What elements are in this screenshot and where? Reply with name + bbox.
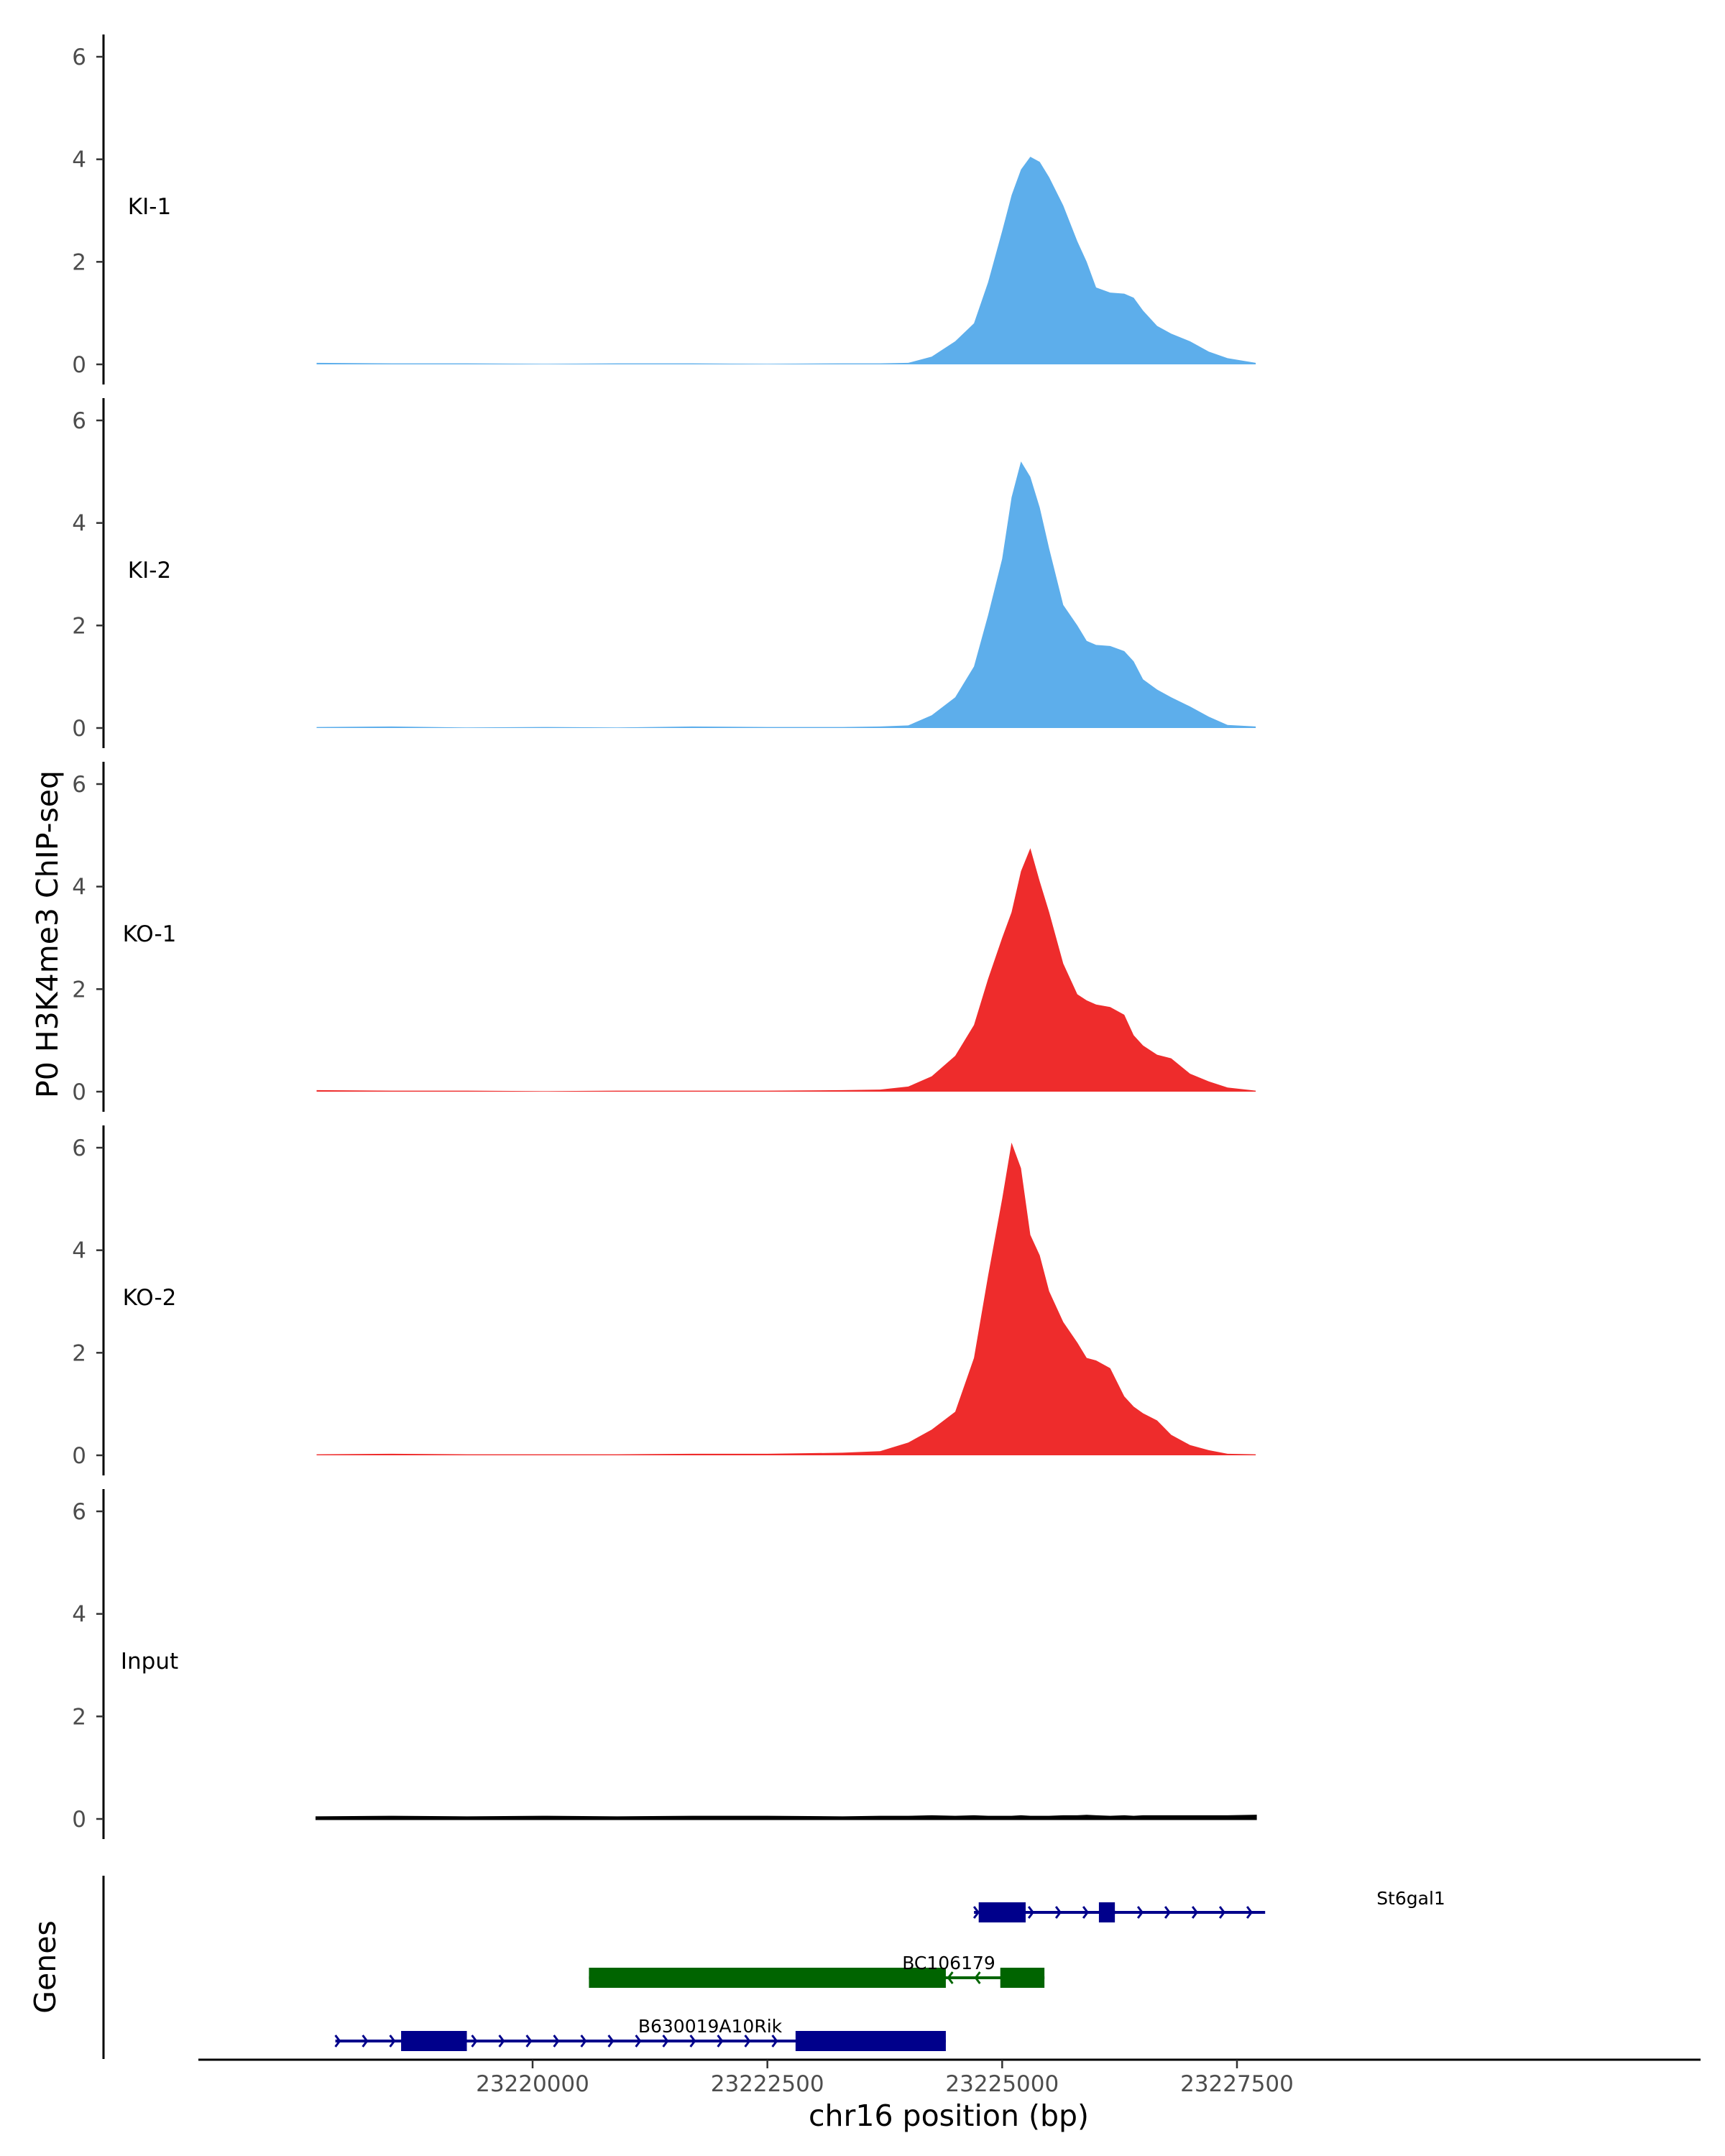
y-tick-label: 4 xyxy=(72,147,86,173)
strand-arrow xyxy=(553,2035,560,2047)
strand-arrow xyxy=(635,2035,642,2047)
y-tick-label: 6 xyxy=(72,45,86,70)
gene-label: St6gal1 xyxy=(1376,1888,1445,1909)
coverage-area xyxy=(316,1815,1257,1820)
y-tick-label: 2 xyxy=(72,249,86,275)
track-label: KO-2 xyxy=(123,1285,177,1311)
strand-arrow xyxy=(947,1971,954,1984)
gene-bc106179: BC106179 xyxy=(589,1953,1045,1988)
y-tick-label: 2 xyxy=(72,613,86,639)
y-tick-label: 4 xyxy=(72,875,86,900)
x-tick-label: 23222500 xyxy=(711,2071,824,2097)
gene-label: B630019A10Rik xyxy=(638,2016,783,2037)
y-tick-label: 0 xyxy=(72,1443,86,1469)
y-tick-label: 6 xyxy=(72,772,86,798)
strand-arrow xyxy=(1218,1906,1226,1919)
strand-arrow xyxy=(362,2035,369,2047)
gene-annotation-track: St6gal1 BC106179 B630019A10Rik xyxy=(102,1876,1445,2059)
track-ko-1: 0 2 4 6 KO-1 xyxy=(72,762,1256,1112)
gene-exon xyxy=(401,2031,467,2051)
strand-arrow xyxy=(744,2035,751,2047)
strand-arrow xyxy=(498,2035,505,2047)
track-input: 0 2 4 6 Input xyxy=(72,1489,1257,1839)
strand-arrow xyxy=(580,2035,587,2047)
x-axis: 23220000 23222500 23225000 23227500 xyxy=(198,2058,1701,2097)
y-tick-label: 0 xyxy=(72,1807,86,1833)
strand-arrow xyxy=(607,2035,615,2047)
strand-arrow xyxy=(974,1971,981,1984)
strand-arrow xyxy=(1191,1906,1199,1919)
gene-b630019a10rik: B630019A10Rik xyxy=(334,2016,946,2051)
coverage-tracks: 0 2 4 6 KI-1 0 2 4 6 KI-2 0 2 4 6 KO-1 0 2 4 6 KO-2 0 2 4 6 Inpu… xyxy=(72,34,1257,1839)
y-tick-label: 0 xyxy=(72,1079,86,1105)
track-ki-1: 0 2 4 6 KI-1 xyxy=(72,34,1256,384)
strand-arrow xyxy=(1164,1906,1172,1919)
x-tick-label: 23220000 xyxy=(476,2071,589,2097)
strand-arrow xyxy=(717,2035,724,2047)
gene-label: BC106179 xyxy=(902,1953,995,1973)
coverage-area xyxy=(316,461,1256,728)
gene-exon xyxy=(978,1902,1026,1922)
track-label: KI-1 xyxy=(128,194,171,220)
strand-arrow xyxy=(771,2035,778,2047)
strand-arrow xyxy=(1246,1906,1254,1919)
strand-arrow xyxy=(334,2035,341,2047)
strand-arrow xyxy=(389,2035,396,2047)
y-tick-label: 4 xyxy=(72,511,86,537)
strand-arrow xyxy=(1136,1906,1144,1919)
gene-exon xyxy=(1098,1902,1116,1922)
track-label: KI-2 xyxy=(128,558,171,584)
y-tick-label: 2 xyxy=(72,977,86,1003)
strand-arrow xyxy=(1054,1906,1062,1919)
y-tick-label: 6 xyxy=(72,408,86,434)
strand-arrow xyxy=(525,2035,533,2047)
gene-st6gal1: St6gal1 xyxy=(972,1888,1445,1922)
y-tick-label: 0 xyxy=(72,352,86,378)
strand-arrow xyxy=(1082,1906,1090,1919)
y-tick-label: 2 xyxy=(72,1704,86,1730)
x-tick-label: 23225000 xyxy=(945,2071,1059,2097)
gene-exon xyxy=(1000,1968,1045,1988)
y-axis-title: P0 H3K4me3 ChIP-seq xyxy=(30,770,65,1098)
gene-exon xyxy=(589,1968,946,1988)
strand-arrow xyxy=(1027,1906,1035,1919)
y-tick-label: 4 xyxy=(72,1238,86,1264)
coverage-area xyxy=(316,157,1256,364)
strand-arrow xyxy=(689,2035,696,2047)
y-tick-label: 6 xyxy=(72,1135,86,1161)
strand-arrow xyxy=(662,2035,669,2047)
coverage-area xyxy=(316,1142,1256,1455)
gene-exon xyxy=(795,2031,946,2051)
x-tick-label: 23227500 xyxy=(1180,2071,1294,2097)
track-ki-2: 0 2 4 6 KI-2 xyxy=(72,398,1256,748)
coverage-area xyxy=(316,848,1256,1092)
track-label: Input xyxy=(121,1649,178,1674)
y-tick-label: 0 xyxy=(72,716,86,742)
y-tick-label: 2 xyxy=(72,1340,86,1366)
y-tick-label: 4 xyxy=(72,1602,86,1628)
track-ko-2: 0 2 4 6 KO-2 xyxy=(72,1125,1256,1475)
track-label: KO-1 xyxy=(123,921,177,947)
genes-track-title: Genes xyxy=(28,1920,63,2014)
y-tick-label: 6 xyxy=(72,1499,86,1525)
x-axis-title: chr16 position (bp) xyxy=(809,2099,1089,2133)
strand-arrow xyxy=(972,1906,980,1919)
strand-arrow xyxy=(471,2035,478,2047)
